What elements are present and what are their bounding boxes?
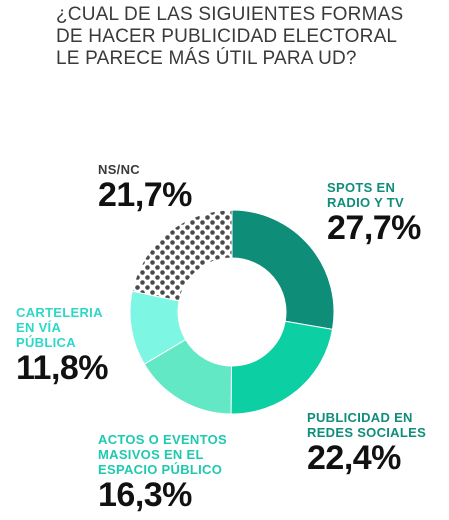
label-nsnc-value: 21,7%	[98, 176, 192, 214]
label-actos: ACTOS O EVENTOS MASIVOS EN EL ESPACIO PÚ…	[98, 432, 227, 513]
label-line: NS/NC	[98, 162, 140, 177]
label-redes: PUBLICIDAD EN REDES SOCIALES 22,4%	[307, 410, 426, 476]
chart-title: ¿CUAL DE LAS SIGUIENTES FORMAS DE HACER …	[56, 4, 436, 70]
label-carteleria-value: 11,8%	[16, 349, 109, 387]
label-nsnc: NS/NC 21,7%	[98, 162, 192, 213]
label-spots-value: 27,7%	[327, 209, 421, 247]
label-line: REDES SOCIALES	[307, 425, 427, 440]
label-carteleria: CARTELERIA EN VÍA PÚBLICA 11,8%	[16, 305, 109, 387]
label-carteleria-name: CARTELERIA EN VÍA PÚBLICA	[16, 305, 108, 350]
label-redes-name: PUBLICIDAD EN REDES SOCIALES	[307, 410, 426, 440]
slice-redes	[230, 320, 334, 415]
label-redes-value: 22,4%	[307, 439, 401, 477]
label-line: PÚBLICA	[16, 335, 76, 350]
label-line: RADIO Y TV	[327, 195, 404, 210]
label-line: ACTOS O EVENTOS	[98, 432, 227, 447]
label-nsnc-name: NS/NC	[98, 162, 192, 177]
title-line: DE HACER PUBLICIDAD ELECTORAL	[56, 26, 398, 47]
label-actos-name: ACTOS O EVENTOS MASIVOS EN EL ESPACIO PÚ…	[98, 432, 227, 477]
label-spots-name: SPOTS EN RADIO Y TV	[327, 180, 421, 210]
label-line: SPOTS EN	[327, 180, 396, 195]
title-line: LE PARECE MÁS ÚTIL PARA UD?	[56, 48, 357, 69]
label-line: ESPACIO PÚBLICO	[98, 462, 223, 477]
slice-nsnc	[131, 209, 233, 302]
label-line: EN VÍA	[16, 320, 62, 335]
label-line: MASIVOS EN EL	[98, 447, 204, 462]
title-line: ¿CUAL DE LAS SIGUIENTES FORMAS	[56, 4, 404, 25]
label-line: CARTELERIA	[16, 305, 103, 320]
label-spots: SPOTS EN RADIO Y TV 27,7%	[327, 180, 421, 246]
slice-spots	[231, 209, 335, 330]
label-actos-value: 16,3%	[98, 476, 192, 514]
label-line: PUBLICIDAD EN	[307, 410, 413, 425]
